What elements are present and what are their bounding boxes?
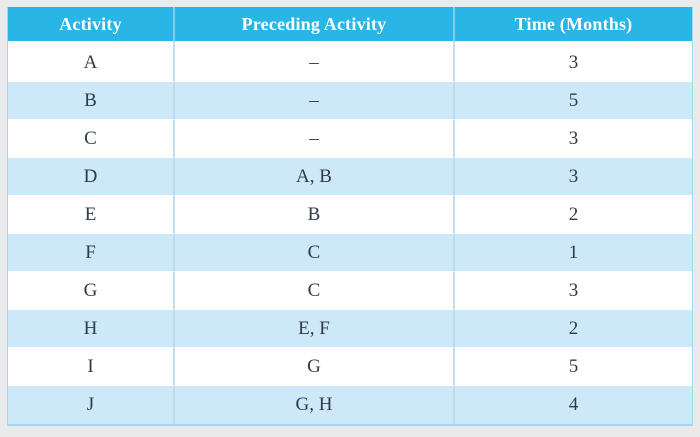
- cell-time-months: 3: [455, 120, 692, 158]
- cell-activity: B: [8, 82, 175, 120]
- cell-preceding-activity: E, F: [175, 310, 455, 348]
- cell-activity: C: [8, 120, 175, 158]
- cell-preceding-activity: C: [175, 234, 455, 272]
- column-header-time-months: Time (Months): [455, 7, 692, 44]
- cell-activity: D: [8, 158, 175, 196]
- cell-time-months: 2: [455, 310, 692, 348]
- column-header-preceding-activity: Preceding Activity: [175, 7, 455, 44]
- cell-time-months: 3: [455, 158, 692, 196]
- data-table: Activity Preceding Activity Time (Months…: [8, 7, 692, 424]
- table-row: A –3: [8, 44, 692, 82]
- activity-precedence-table: Activity Preceding Activity Time (Months…: [7, 7, 693, 426]
- header-row: Activity Preceding Activity Time (Months…: [8, 7, 692, 44]
- table-row: C –3: [8, 120, 692, 158]
- cell-time-months: 3: [455, 272, 692, 310]
- cell-activity: I: [8, 348, 175, 386]
- cell-preceding-activity: –: [175, 120, 455, 158]
- cell-time-months: 5: [455, 348, 692, 386]
- cell-activity: J: [8, 386, 175, 424]
- table-header: Activity Preceding Activity Time (Months…: [8, 7, 692, 44]
- cell-activity: A: [8, 44, 175, 82]
- column-header-activity: Activity: [8, 7, 175, 44]
- cell-time-months: 3: [455, 44, 692, 82]
- cell-preceding-activity: –: [175, 82, 455, 120]
- cell-activity: H: [8, 310, 175, 348]
- cell-preceding-activity: A, B: [175, 158, 455, 196]
- table-row: B –5: [8, 82, 692, 120]
- cell-activity: G: [8, 272, 175, 310]
- cell-time-months: 1: [455, 234, 692, 272]
- cell-preceding-activity: G, H: [175, 386, 455, 424]
- cell-time-months: 4: [455, 386, 692, 424]
- cell-preceding-activity: B: [175, 196, 455, 234]
- cell-preceding-activity: C: [175, 272, 455, 310]
- cell-preceding-activity: –: [175, 44, 455, 82]
- cell-time-months: 5: [455, 82, 692, 120]
- cell-activity: E: [8, 196, 175, 234]
- cell-activity: F: [8, 234, 175, 272]
- cell-time-months: 2: [455, 196, 692, 234]
- cell-preceding-activity: G: [175, 348, 455, 386]
